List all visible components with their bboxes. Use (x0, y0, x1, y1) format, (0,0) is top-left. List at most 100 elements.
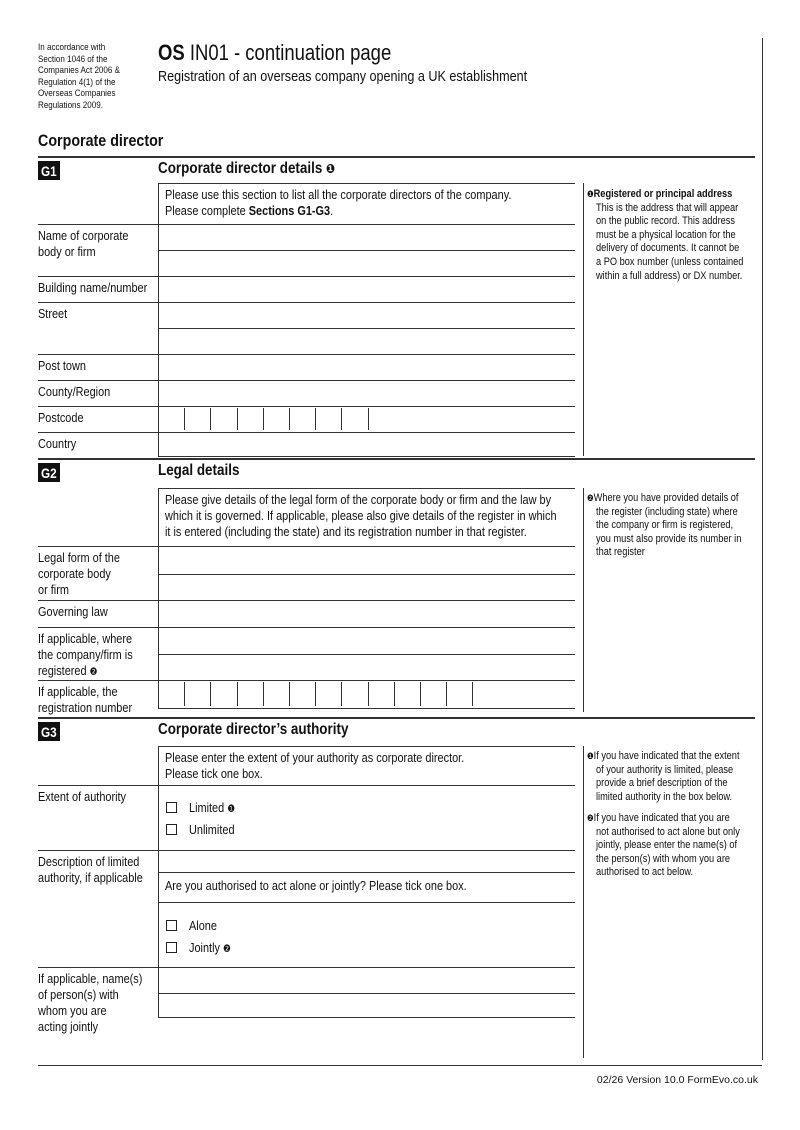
note-marker: ❶ (587, 752, 594, 762)
label-text: body or firm (38, 244, 96, 259)
field-label: County/Region (38, 384, 110, 399)
note-text: This is the address that will appear (596, 201, 739, 214)
note-marker: ❶ (326, 162, 336, 177)
section-heading: Legal details (158, 462, 239, 480)
note-text: provide a brief description of the (596, 777, 728, 790)
rule (158, 872, 575, 873)
rule (236, 682, 238, 706)
field-label: Postcode (38, 410, 84, 425)
rule (158, 902, 575, 903)
label-text: Governing law (38, 604, 108, 619)
checkbox[interactable] (166, 920, 177, 931)
rule (315, 408, 317, 430)
rule (341, 408, 343, 430)
rule (158, 250, 575, 251)
label-text: authority, if applicable (38, 870, 143, 885)
note-text: within a full address) or DX number. (596, 269, 743, 282)
intro-text: Please complete (165, 203, 249, 218)
label-text: If applicable, the (38, 684, 118, 699)
rule (236, 408, 238, 430)
intro-line: it is entered (including the state) and … (165, 524, 527, 539)
note-title: Registered or principal address (593, 188, 733, 200)
footer: 02/26 Version 10.0 FormEvo.co.uk (596, 1074, 758, 1086)
note-marker: ❶ (227, 803, 236, 815)
intro-text: Please tick one box. (165, 766, 263, 781)
field-label: the company/firm is (38, 647, 133, 662)
rule (210, 682, 212, 706)
note-line: ❶Registered or principal address (587, 188, 732, 200)
label-text: If applicable, name(s) (38, 971, 143, 986)
rule (158, 1017, 575, 1018)
rule (583, 183, 584, 456)
option-label: Alone (189, 918, 217, 933)
intro-text: Sections G1-G3 (248, 203, 331, 218)
rule (38, 546, 575, 547)
rule (158, 183, 159, 456)
note-text: jointly, please enter the name(s) of (596, 839, 738, 852)
part-title: Corporate director (38, 131, 164, 150)
rule (184, 682, 186, 706)
rule (158, 708, 575, 709)
rule (583, 746, 584, 1058)
field-label: Extent of authority (38, 789, 126, 804)
form-title: OS IN01 - continuation page (158, 40, 391, 66)
label-text: acting jointly (38, 1019, 99, 1034)
note-text: on the public record. This address (596, 215, 736, 228)
field-label: or firm (38, 582, 69, 597)
rule (38, 380, 575, 381)
label-text: County/Region (38, 384, 111, 399)
rule (158, 183, 575, 184)
option-text: Limited (189, 800, 225, 815)
label-text: Postcode (38, 410, 84, 425)
field-label: Description of limited (38, 854, 139, 869)
label-text: registration number (38, 700, 133, 715)
rule (393, 682, 395, 706)
field-label: Street (38, 306, 67, 321)
label-text: Extent of authority (38, 789, 127, 804)
option-text: Unlimited (189, 822, 235, 837)
option-label: Unlimited (189, 822, 235, 837)
legal-note: Regulations 2009. (38, 100, 103, 111)
note-text: a PO box number (unless contained (596, 256, 744, 268)
intro-line: Please tick one box. (165, 766, 263, 781)
checkbox[interactable] (166, 824, 177, 835)
note-text: delivery of documents. It cannot be (596, 242, 740, 255)
heading-text: Corporate director’s authority (158, 721, 349, 738)
rule (446, 682, 448, 706)
checkbox[interactable] (166, 802, 177, 813)
intro-line: Please give details of the legal form of… (165, 492, 551, 507)
rule (262, 682, 264, 706)
rule (38, 1065, 762, 1066)
field-label: whom you are (38, 1003, 107, 1018)
field-label: authority, if applicable (38, 870, 143, 885)
note-marker: ❷ (89, 666, 98, 678)
label-text: or firm (38, 582, 69, 597)
note-text: limited authority in the box below. (596, 790, 733, 803)
label-text: Name of corporate (38, 228, 129, 243)
rule (158, 746, 575, 747)
label-text: of person(s) with (38, 987, 119, 1002)
intro-text: it is entered (including the state) and … (165, 524, 527, 539)
rule (38, 850, 575, 851)
intro-text: Please enter the extent of your authorit… (165, 750, 465, 765)
rule (38, 627, 575, 628)
form-code: OS (158, 40, 185, 65)
legal-note: Companies Act 2006 & (38, 65, 120, 77)
rule (38, 680, 575, 681)
rule (289, 682, 290, 706)
checkbox[interactable] (166, 942, 177, 953)
label-text: Country (38, 436, 77, 451)
label-text: Building name/number (38, 280, 148, 295)
note-text: If you have indicated that the extent (593, 750, 740, 762)
legal-note: Section 1046 of the (38, 53, 108, 65)
field-label: registered ❷ (38, 663, 97, 678)
field-label: of person(s) with (38, 987, 119, 1002)
rule (158, 993, 575, 994)
rule (184, 408, 186, 430)
form-title-text: IN01 - continuation page (189, 40, 392, 65)
section-id: G2 (41, 465, 57, 481)
field-label: corporate body (38, 566, 111, 581)
rule (38, 600, 575, 601)
rule (341, 682, 343, 706)
